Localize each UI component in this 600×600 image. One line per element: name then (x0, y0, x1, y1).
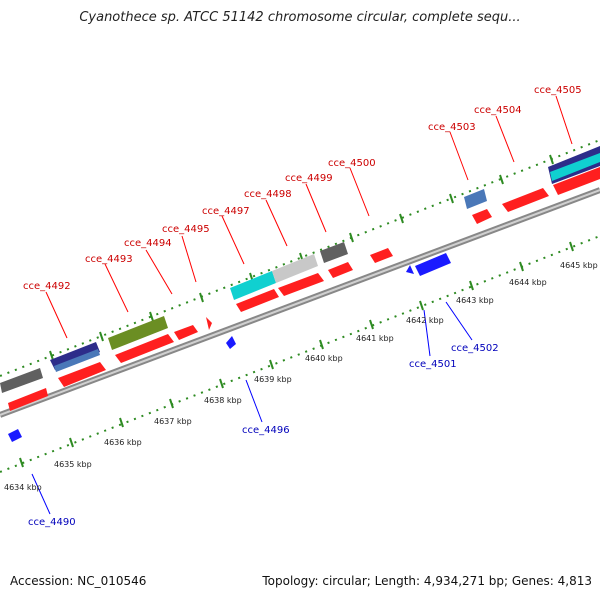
gene-label: cce_4492 (23, 281, 71, 292)
tick-label: 4643 kbp (456, 296, 494, 305)
tick-label: 4640 kbp (305, 354, 343, 363)
tick-label: 4636 kbp (104, 438, 142, 447)
reverse-tick-row (0, 235, 600, 473)
forward-tick-row (0, 139, 600, 377)
tick-label: 4641 kbp (356, 334, 394, 343)
gene-arrow (226, 336, 236, 349)
feature-boxes (0, 146, 600, 393)
forward-leaders (45, 95, 573, 339)
tick-label: 4645 kbp (560, 261, 598, 270)
gene-arrow (236, 289, 279, 312)
gene-arrow (115, 334, 174, 363)
gene-label: cce_4497 (202, 206, 250, 217)
tick-label: 4639 kbp (254, 375, 292, 384)
gene-arrow (406, 265, 414, 274)
gene-arrow (206, 317, 212, 330)
position-tick-labels: 4634 kbp 4635 kbp 4636 kbp 4637 kbp 4638… (4, 261, 598, 492)
gene-arrow (8, 429, 22, 442)
gene-arrow (58, 362, 106, 387)
tick-label: 4634 kbp (4, 483, 42, 492)
gene-arrow (328, 262, 353, 278)
map-title: Cyanothece sp. ATCC 51142 chromosome cir… (79, 10, 521, 25)
gene-arrow (370, 248, 393, 263)
gene-arrow (472, 209, 492, 224)
summary-text: Topology: circular; Length: 4,934,271 bp… (262, 574, 592, 588)
gene-arrow (415, 253, 451, 276)
tick-label: 4644 kbp (509, 278, 547, 287)
gene-arrow (174, 325, 198, 340)
gene-label: cce_4501 (409, 359, 457, 370)
accession-text: Accession: NC_010546 (10, 574, 147, 588)
gene-arrow (278, 273, 324, 296)
gene-arrow (553, 167, 600, 195)
gene-label: cce_4503 (428, 122, 476, 133)
forward-gene-labels: cce_4492 cce_4493 cce_4494 cce_4495 cce_… (23, 85, 582, 292)
reverse-gene-arrows (8, 253, 451, 442)
gene-label: cce_4500 (328, 158, 376, 169)
gene-label: cce_4504 (474, 105, 522, 116)
tick-label: 4642 kbp (406, 316, 444, 325)
gene-label: cce_4495 (162, 224, 210, 235)
gene-label: cce_4496 (242, 425, 290, 436)
gene-label: cce_4502 (451, 343, 499, 354)
reverse-leaders (31, 301, 473, 515)
gene-label: cce_4490 (28, 517, 76, 528)
gene-label: cce_4498 (244, 189, 292, 200)
tick-label: 4638 kbp (204, 396, 242, 405)
tick-label: 4635 kbp (54, 460, 92, 469)
reverse-major-ticks (19, 241, 574, 468)
tick-label: 4637 kbp (154, 417, 192, 426)
gene-arrow (8, 388, 48, 411)
reverse-gene-labels: cce_4490 cce_4496 cce_4501 cce_4502 (28, 343, 499, 528)
gene-label: cce_4505 (534, 85, 582, 96)
gene-label: cce_4499 (285, 173, 333, 184)
forward-major-ticks (49, 154, 554, 361)
forward-gene-arrows (8, 167, 600, 411)
chromosome-backbone (0, 187, 600, 418)
gene-arrow (502, 188, 549, 212)
gene-label: cce_4493 (85, 254, 133, 265)
gene-label: cce_4494 (124, 238, 172, 249)
